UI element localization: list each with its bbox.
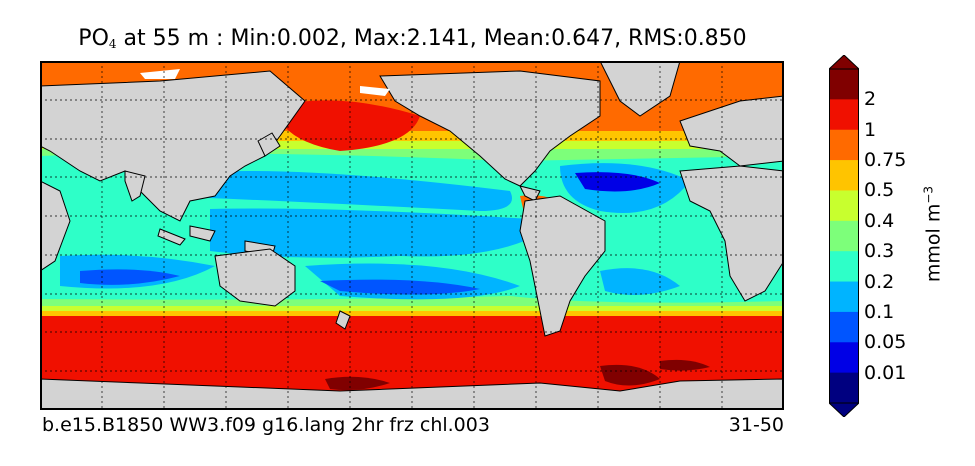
sumatra-land <box>157 228 186 246</box>
colorbar-tick-label: 1 <box>864 118 877 141</box>
colorbar-segment <box>829 160 859 191</box>
ross-sea-high <box>325 376 390 391</box>
colorbar-segment <box>829 69 859 100</box>
arctic-missing-1 <box>140 69 180 79</box>
colorbar-tick-label: 0.75 <box>864 149 907 172</box>
title-stats: at 55 m : Min:0.002, Max:2.141, Mean:0.6… <box>123 26 747 51</box>
colorbar <box>827 54 861 418</box>
tropical-pacific-low <box>210 208 560 258</box>
colorbar-segment <box>829 251 859 283</box>
colorbar-segment <box>829 99 859 131</box>
colorbar-extend-min <box>827 402 861 418</box>
case-name: b.e15.B1850 WW3.f09 g16.lang 2hr frz chl… <box>42 414 490 436</box>
colorbar-segment <box>829 129 859 161</box>
colorbar-segment <box>829 311 859 343</box>
india-land <box>124 170 146 202</box>
title-variable: PO <box>78 26 109 51</box>
colorbar-segment <box>829 190 859 222</box>
colorbar-unit: mmol m−3 <box>921 186 944 282</box>
europe-land <box>679 95 784 167</box>
subpolar-pacific <box>275 100 420 151</box>
graticule <box>40 61 784 410</box>
colorbar-segment <box>829 372 859 404</box>
map-svg <box>40 61 784 410</box>
africa-west-land <box>679 165 784 302</box>
africa-east-land <box>40 180 71 272</box>
colorbar-tick-label: 2 <box>864 88 877 111</box>
colorbar-tick-label: 0.01 <box>864 361 907 384</box>
australia-land <box>214 248 296 307</box>
arctic-missing-2 <box>360 86 390 96</box>
plot-title: PO4 at 55 m : Min:0.002, Max:2.141, Mean… <box>0 26 825 51</box>
new-zealand-land <box>335 310 351 330</box>
colorbar-tick-label: 0.2 <box>864 270 895 293</box>
colorbar-segment <box>829 342 859 374</box>
colorbar-tick-label: 0.1 <box>864 300 895 323</box>
south-america-land <box>519 195 606 337</box>
colorbar-segment <box>829 281 859 313</box>
japan-land <box>257 132 281 157</box>
north-pacific-gyre <box>160 171 512 211</box>
title-subscript: 4 <box>108 37 117 51</box>
colorbar-frame <box>829 68 859 404</box>
year-range: 31-50 <box>728 414 784 436</box>
ocean-map <box>40 61 784 410</box>
borneo-land <box>189 225 216 242</box>
colorbar-segment <box>829 220 859 252</box>
map-frame <box>40 61 784 410</box>
weddell-sea-high <box>600 364 660 386</box>
colorbar-tick-label: 0.4 <box>864 209 895 232</box>
indian-ocean-core <box>80 269 180 285</box>
colorbar-tick-label: 0.3 <box>864 240 895 263</box>
unit-text: mmol m <box>922 203 945 283</box>
colorbar-svg <box>827 54 861 418</box>
unit-exponent: −3 <box>921 185 936 204</box>
colorbar-tick-label: 0.5 <box>864 179 895 202</box>
colorbar-extend-max <box>827 54 861 70</box>
weddell-sea-high-east <box>660 359 710 371</box>
colorbar-tick-label: 0.05 <box>864 331 907 354</box>
south-atlantic-gyre <box>600 268 680 295</box>
asia-land <box>40 70 306 222</box>
south-pacific-core <box>320 279 480 295</box>
